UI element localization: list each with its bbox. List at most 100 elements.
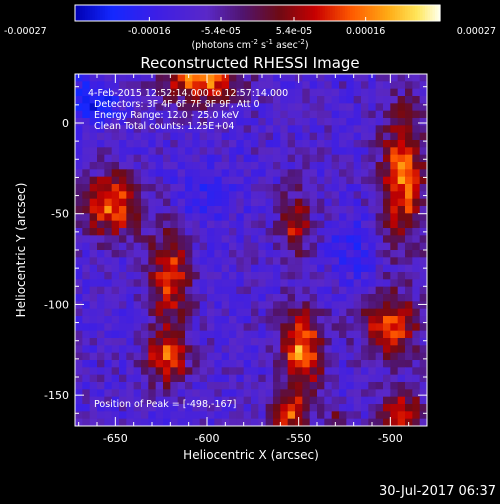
heatmap-pixel [302, 81, 311, 90]
colorbar-segment [155, 5, 159, 21]
heatmap-pixel [199, 396, 208, 405]
heatmap-pixel [163, 81, 171, 90]
heatmap-pixel [185, 396, 193, 405]
heatmap-pixel [111, 242, 120, 251]
heatmap-pixel [331, 213, 340, 222]
heatmap-pixel [324, 367, 333, 376]
heatmap-pixel [287, 286, 296, 295]
heatmap-pixel [236, 338, 245, 346]
heatmap-pixel [251, 316, 259, 324]
heatmap-pixel [133, 286, 142, 295]
heatmap-pixel [229, 286, 237, 295]
heatmap-pixel [185, 316, 193, 324]
heatmap-pixel [375, 330, 384, 339]
heatmap-pixel [221, 206, 230, 214]
heatmap-pixel [163, 110, 171, 119]
heatmap-pixel [214, 389, 223, 398]
heatmap-pixel [331, 140, 340, 148]
heatmap-pixel [75, 169, 83, 178]
colorbar-segment [217, 5, 221, 21]
heatmap-pixel [199, 213, 208, 222]
heatmap-pixel [295, 228, 303, 236]
heatmap-pixel [163, 352, 171, 361]
heatmap-pixel [375, 418, 384, 427]
heatmap-pixel [141, 220, 149, 229]
heatmap-pixel [119, 382, 127, 390]
heatmap-pixel [229, 147, 237, 156]
heatmap-pixel [192, 213, 201, 222]
heatmap-pixel [155, 242, 164, 251]
heatmap-pixel [104, 154, 113, 163]
heatmap-pixel [361, 96, 369, 104]
heatmap-pixel [199, 169, 208, 178]
heatmap-pixel [397, 308, 406, 317]
heatmap-pixel [251, 323, 259, 332]
heatmap-pixel [229, 374, 237, 383]
heatmap-pixel [126, 396, 135, 405]
heatmap-pixel [397, 338, 406, 346]
heatmap-pixel [89, 176, 98, 185]
heatmap-pixel [353, 323, 362, 332]
heatmap-pixel [199, 154, 208, 163]
heatmap-pixel [119, 110, 127, 119]
heatmap-pixel [375, 74, 384, 82]
heatmap-pixel [185, 154, 193, 163]
heatmap-pixel [119, 162, 127, 170]
heatmap-pixel [170, 330, 179, 339]
heatmap-pixel [331, 169, 340, 178]
heatmap-pixel [199, 367, 208, 376]
heatmap-pixel [346, 176, 355, 185]
heatmap-pixel [383, 360, 391, 368]
heatmap-pixel [419, 418, 428, 427]
heatmap-pixel [287, 411, 296, 420]
heatmap-pixel [375, 132, 384, 141]
colorbar-segment [235, 5, 239, 21]
heatmap-pixel [82, 338, 91, 346]
heatmap-pixel [273, 132, 281, 141]
heatmap-pixel [192, 162, 201, 170]
heatmap-pixel [346, 382, 355, 390]
heatmap-pixel [97, 103, 105, 112]
heatmap-pixel [412, 411, 421, 420]
heatmap-pixel [111, 206, 120, 214]
heatmap-pixel [104, 367, 113, 376]
heatmap-pixel [295, 411, 303, 420]
heatmap-pixel [280, 367, 289, 376]
heatmap-pixel [192, 198, 201, 207]
heatmap-pixel [141, 125, 149, 134]
heatmap-pixel [207, 213, 215, 222]
heatmap-pixel [221, 308, 230, 317]
heatmap-pixel [214, 110, 223, 119]
heatmap-pixel [273, 162, 281, 170]
heatmap-pixel [375, 308, 384, 317]
heatmap-pixel [339, 228, 347, 236]
heatmap-pixel [126, 294, 135, 302]
heatmap-pixel [75, 257, 83, 266]
heatmap-pixel [163, 257, 171, 266]
heatmap-pixel [214, 140, 223, 148]
annotation-block: 4-Feb-2015 12:52:14.000 to 12:57:14.000 … [88, 88, 288, 410]
heatmap-pixel [185, 220, 193, 229]
heatmap-pixel [148, 125, 157, 134]
heatmap-pixel [199, 272, 208, 280]
heatmap-pixel [243, 154, 252, 163]
heatmap-pixel [287, 345, 296, 354]
heatmap-pixel [295, 323, 303, 332]
heatmap-pixel [258, 338, 267, 346]
heatmap-pixel [390, 154, 399, 163]
heatmap-pixel [361, 228, 369, 236]
heatmap-pixel [324, 316, 333, 324]
heatmap-pixel [75, 286, 83, 295]
heatmap-pixel [148, 81, 157, 90]
heatmap-pixel [126, 74, 135, 82]
heatmap-pixel [148, 103, 157, 112]
heatmap-pixel [346, 338, 355, 346]
heatmap-pixel [390, 308, 399, 317]
heatmap-pixel [177, 147, 186, 156]
heatmap-pixel [368, 154, 377, 163]
heatmap-pixel [405, 338, 413, 346]
heatmap-pixel [192, 74, 201, 82]
heatmap-pixel [104, 308, 113, 317]
heatmap-pixel [361, 176, 369, 185]
heatmap-pixel [265, 360, 274, 368]
